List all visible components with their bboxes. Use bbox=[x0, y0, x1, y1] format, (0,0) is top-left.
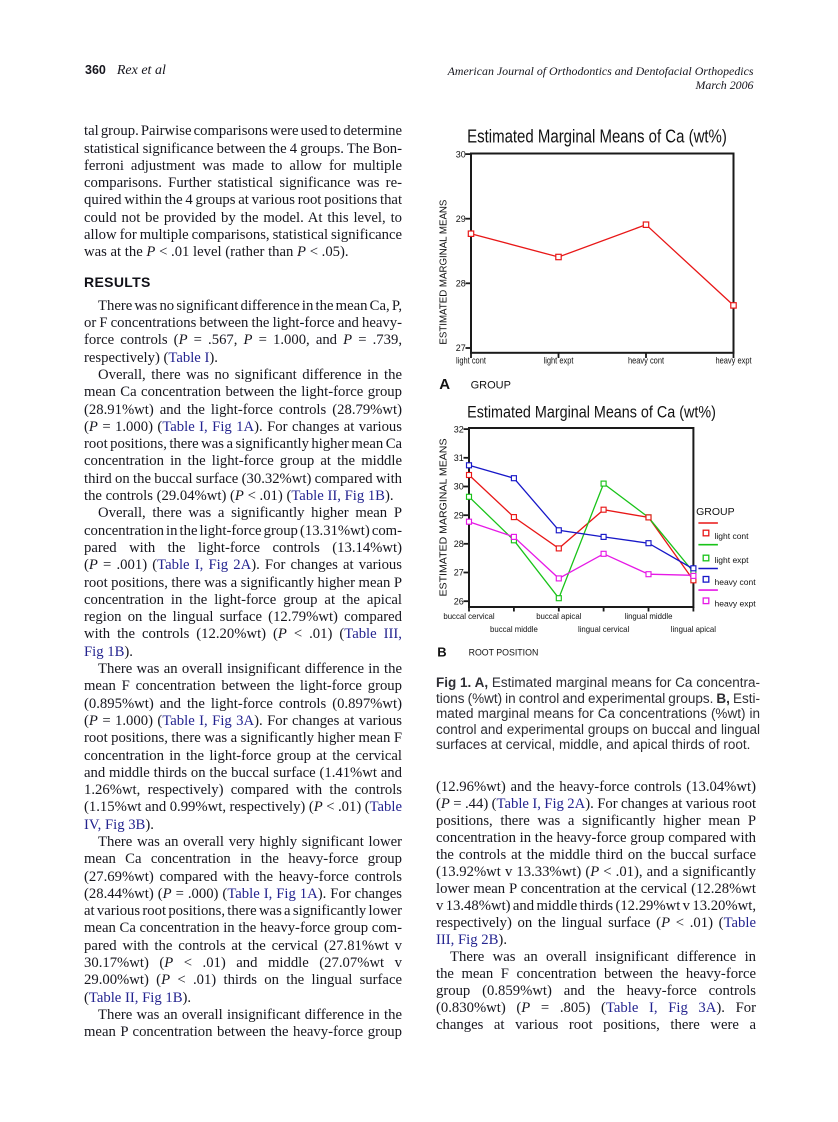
svg-text:A: A bbox=[439, 376, 450, 393]
svg-text:buccal cervical: buccal cervical bbox=[443, 612, 494, 621]
svg-text:heavy cont: heavy cont bbox=[715, 577, 757, 587]
svg-text:ESTIMATED MARGINAL MEANS: ESTIMATED MARGINAL MEANS bbox=[439, 438, 450, 596]
svg-text:B: B bbox=[437, 645, 446, 660]
svg-text:lingual cervical: lingual cervical bbox=[578, 625, 629, 634]
svg-text:29: 29 bbox=[456, 214, 466, 224]
svg-text:27: 27 bbox=[454, 568, 464, 578]
svg-text:Estimated Marginal Means of Ca: Estimated Marginal Means of Ca (wt%) bbox=[467, 404, 716, 422]
svg-text:light cont: light cont bbox=[715, 531, 750, 541]
svg-text:lingual apical: lingual apical bbox=[671, 625, 716, 634]
svg-text:Estimated Marginal Means of Ca: Estimated Marginal Means of Ca (wt%) bbox=[467, 126, 727, 147]
svg-text:heavy expt: heavy expt bbox=[715, 356, 752, 366]
svg-text:28: 28 bbox=[456, 279, 466, 289]
svg-text:32: 32 bbox=[454, 424, 464, 434]
svg-text:lingual middle: lingual middle bbox=[625, 612, 673, 621]
svg-text:29: 29 bbox=[454, 510, 464, 520]
svg-text:buccal middle: buccal middle bbox=[490, 625, 538, 634]
svg-text:heavy expt: heavy expt bbox=[715, 598, 757, 608]
svg-text:26: 26 bbox=[454, 596, 464, 606]
svg-text:light expt: light expt bbox=[715, 555, 750, 565]
svg-text:ESTIMATED MARGINAL MEANS: ESTIMATED MARGINAL MEANS bbox=[438, 199, 449, 344]
svg-text:27: 27 bbox=[456, 343, 466, 353]
svg-text:30: 30 bbox=[454, 482, 464, 492]
svg-text:30: 30 bbox=[456, 149, 466, 159]
svg-text:heavy cont: heavy cont bbox=[628, 356, 665, 366]
svg-text:ROOT POSITION: ROOT POSITION bbox=[469, 648, 539, 658]
svg-text:28: 28 bbox=[454, 539, 464, 549]
svg-text:light cont: light cont bbox=[456, 356, 487, 366]
svg-text:GROUP: GROUP bbox=[471, 380, 511, 392]
svg-text:light expt: light expt bbox=[544, 356, 575, 366]
svg-text:31: 31 bbox=[454, 453, 464, 463]
svg-text:GROUP: GROUP bbox=[696, 506, 735, 518]
svg-text:buccal apical: buccal apical bbox=[536, 612, 581, 621]
